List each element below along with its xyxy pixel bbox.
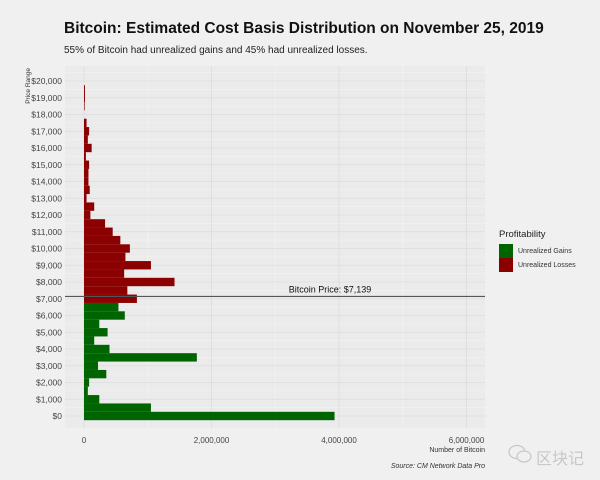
bar: [84, 177, 89, 186]
bar: [84, 127, 90, 136]
bar: [84, 219, 106, 228]
wechat-icon: [508, 444, 532, 469]
y-tick-label: $13,000: [31, 193, 62, 203]
bar: [84, 386, 88, 396]
bar: [84, 378, 90, 387]
bar: [84, 244, 130, 253]
bar: [84, 411, 335, 421]
y-tick-label: $3,000: [36, 361, 62, 371]
bar: [84, 85, 85, 94]
y-tick-label: $6,000: [36, 311, 62, 321]
y-tick-label: $10,000: [31, 244, 62, 254]
bar: [84, 135, 88, 144]
legend-label-gains: Unrealized Gains: [518, 247, 572, 255]
x-tick-label: 0: [82, 436, 87, 445]
y-tick-label: $18,000: [31, 110, 62, 120]
bar: [84, 235, 121, 245]
y-tick-label: $12,000: [31, 210, 62, 220]
chart-subtitle: 55% of Bitcoin had unrealized gains and …: [64, 45, 368, 56]
bar: [84, 93, 85, 102]
chart-title: Bitcoin: Estimated Cost Basis Distributi…: [64, 20, 544, 37]
legend-label-losses: Unrealized Losses: [518, 261, 576, 269]
y-tick-label: $14,000: [31, 177, 62, 187]
bar: [84, 302, 119, 312]
source-note: Source: CM Network Data Pro: [390, 463, 485, 470]
bar: [84, 328, 108, 337]
bar: [84, 143, 92, 153]
legend-swatch-losses: [499, 258, 513, 272]
y-tick-label: $2,000: [36, 378, 62, 388]
x-axis-label: Number of Bitcoin: [429, 447, 485, 454]
bar: [84, 353, 197, 362]
x-tick-label: 2,000,000: [194, 436, 230, 445]
bar: [84, 261, 151, 270]
y-tick-label: $19,000: [31, 93, 62, 103]
y-tick-label: $4,000: [36, 344, 62, 354]
y-tick-label: $17,000: [31, 126, 62, 136]
y-tick-label: $11,000: [32, 227, 62, 237]
price-annotation: Bitcoin Price: $7,139: [289, 284, 372, 294]
bar: [84, 294, 137, 303]
bar: [84, 319, 100, 329]
legend-swatch-gains: [499, 244, 513, 258]
y-axis-label: Price Range: [25, 68, 32, 104]
y-tick-label: $7,000: [36, 294, 62, 304]
legend-item-losses: Unrealized Losses: [499, 258, 576, 272]
y-tick-label: $15,000: [31, 160, 62, 170]
y-tick-label: $1,000: [36, 394, 62, 404]
bar: [84, 118, 87, 128]
y-tick-label: $9,000: [36, 260, 62, 270]
legend-title: Profitability: [499, 229, 546, 240]
bar: [84, 210, 91, 220]
bar: [84, 403, 151, 412]
bar: [84, 344, 110, 354]
bar: [84, 227, 113, 236]
bar: [84, 160, 90, 169]
bar: [84, 361, 99, 370]
bar: [84, 395, 100, 404]
bar: [84, 101, 85, 111]
bar: [84, 369, 107, 379]
bar: [84, 168, 89, 178]
bar: [84, 336, 95, 345]
bar: [84, 194, 87, 203]
bar: [84, 252, 126, 262]
bar: [84, 311, 125, 320]
y-tick-label: $0: [53, 411, 63, 421]
y-tick-label: $16,000: [31, 143, 62, 153]
bar: [84, 202, 95, 211]
bar: [84, 185, 90, 195]
y-tick-label: $5,000: [36, 327, 62, 337]
bar: [84, 286, 128, 295]
bar: [84, 269, 125, 278]
legend-item-gains: Unrealized Gains: [499, 244, 576, 258]
watermark: 区块记: [508, 444, 584, 469]
y-tick-label: $20,000: [31, 76, 62, 86]
bar: [84, 277, 175, 287]
y-tick-label: $8,000: [36, 277, 62, 287]
legend: Profitability Unrealized Gains Unrealize…: [499, 229, 576, 272]
bar: [84, 152, 86, 161]
x-tick-label: 6,000,000: [449, 436, 485, 445]
watermark-text: 区块记: [536, 450, 585, 468]
x-tick-label: 4,000,000: [321, 436, 357, 445]
